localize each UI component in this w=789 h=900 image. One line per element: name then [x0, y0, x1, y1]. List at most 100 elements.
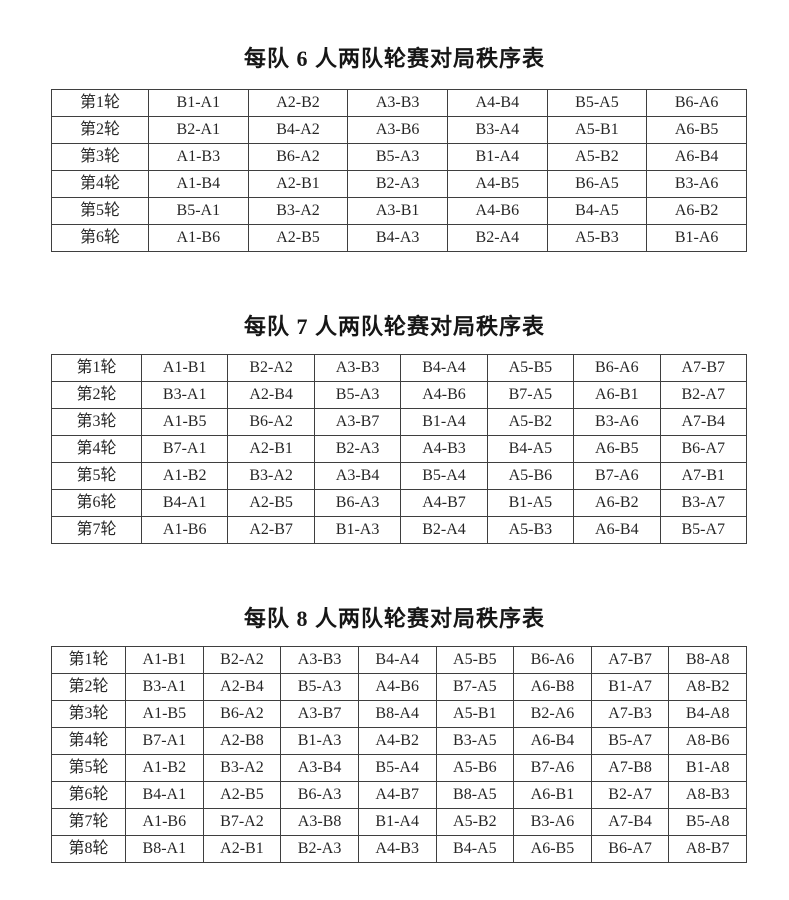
table-row: 第8轮 B8-A1 A2-B1 B2-A3 A4-B3 B4-A5 A6-B5 B6-A7 A8… — [51, 835, 747, 863]
pairing-cell: B1-A3 — [280, 727, 359, 755]
pairing-cell: B7-A1 — [125, 727, 204, 755]
table-row: 第6轮 B4-A1 A2-B5 B6-A3 A4-B7 B8-A5 A6-B1 B2-A7 A8… — [51, 781, 747, 809]
section-7-players: 每队 7 人两队轮赛对局秩序表 第1轮 A1-B1 B2-A2 A3-B3 B4-A4 A… — [0, 312, 789, 544]
round-label: 第8轮 — [51, 835, 126, 863]
table-row: 第3轮 A1-B3 B6-A2 B5-A3 B1-A4 A5-B2 A6-B4 — [51, 143, 747, 171]
pairing-cell: A7-B4 — [590, 808, 670, 836]
pairing-cell: A6-B2 — [646, 197, 747, 225]
pairing-cell: B3-A6 — [513, 808, 592, 836]
pairing-cell: B4-A1 — [140, 489, 229, 517]
round-label: 第4轮 — [51, 727, 126, 755]
pairing-cell: B7-A6 — [573, 462, 661, 490]
pairing-cell: A6-B5 — [573, 435, 661, 463]
round-label: 第3轮 — [51, 408, 142, 436]
pairing-cell: A2-B4 — [227, 381, 315, 409]
pairing-cell: A6-B5 — [646, 116, 747, 144]
pairing-cell: A6-B8 — [513, 673, 592, 701]
document-page: 每队 6 人两队轮赛对局秩序表 第1轮 B1-A1 A2-B2 A3-B3 A4-B4 B… — [0, 44, 789, 900]
pairing-cell: B1-A5 — [486, 489, 575, 517]
pairing-table-6-players: 第1轮 B1-A1 A2-B2 A3-B3 A4-B4 B5-A5 B6-A6 第2轮 B2-A… — [51, 89, 747, 252]
pairing-cell: A3-B7 — [313, 408, 402, 436]
pairing-cell: B4-A2 — [247, 116, 349, 144]
table-row: 第6轮 B4-A1 A2-B5 B6-A3 A4-B7 B1-A5 A6-B2 B3-A7 — [51, 489, 748, 517]
pairing-cell: A2-B1 — [247, 170, 349, 198]
pairing-cell: B2-A7 — [659, 381, 748, 409]
pairing-cell: A7-B4 — [659, 408, 748, 436]
pairing-cell: B5-A3 — [347, 143, 448, 171]
pairing-cell: B2-A3 — [280, 835, 359, 863]
pairing-cell: B3-A1 — [140, 381, 229, 409]
round-label: 第6轮 — [51, 489, 142, 517]
table-row: 第1轮 A1-B1 B2-A2 A3-B3 B4-A4 A5-B5 B6-A6 A7-B7 B8… — [51, 646, 747, 674]
pairing-cell: B6-A6 — [646, 89, 747, 117]
pairing-cell: B3-A2 — [202, 754, 282, 782]
round-label: 第4轮 — [51, 435, 142, 463]
pairing-cell: A6-B1 — [513, 781, 592, 809]
pairing-cell: B6-A6 — [513, 646, 592, 674]
pairing-cell: A4-B5 — [446, 170, 548, 198]
pairing-cell: B4-A4 — [400, 354, 488, 382]
pairing-cell: B3-A6 — [646, 170, 747, 198]
pairing-cell: B1-A7 — [590, 673, 670, 701]
pairing-cell: A1-B2 — [140, 462, 229, 490]
table-row: 第2轮 B2-A1 B4-A2 A3-B6 B3-A4 A5-B1 A6-B5 — [51, 116, 747, 144]
table-row: 第7轮 A1-B6 A2-B7 B1-A3 B2-A4 A5-B3 A6-B4 B5-A7 — [51, 516, 748, 544]
pairing-cell: B5-A5 — [546, 89, 648, 117]
pairing-cell: A5-B2 — [486, 408, 575, 436]
round-label: 第5轮 — [51, 462, 142, 490]
pairing-cell: A1-B6 — [125, 808, 204, 836]
pairing-cell: A1-B3 — [148, 143, 249, 171]
table-title-7-players: 每队 7 人两队轮赛对局秩序表 — [243, 314, 545, 339]
pairing-cell: A4-B7 — [357, 781, 437, 809]
pairing-cell: B6-A3 — [280, 781, 359, 809]
pairing-cell: B8-A4 — [357, 700, 437, 728]
pairing-cell: B2-A4 — [400, 516, 488, 544]
pairing-cell: B1-A3 — [313, 516, 402, 544]
pairing-cell: B6-A5 — [546, 170, 648, 198]
round-label: 第6轮 — [51, 781, 126, 809]
pairing-cell: B5-A8 — [668, 808, 747, 836]
pairing-cell: A5-B5 — [486, 354, 575, 382]
pairing-cell: A4-B6 — [446, 197, 548, 225]
table-row: 第1轮 B1-A1 A2-B2 A3-B3 A4-B4 B5-A5 B6-A6 — [51, 89, 747, 117]
pairing-cell: A6-B1 — [573, 381, 661, 409]
pairing-cell: B7-A5 — [435, 673, 515, 701]
pairing-cell: B2-A4 — [446, 224, 548, 252]
pairing-cell: B3-A2 — [227, 462, 315, 490]
table-row: 第3轮 A1-B5 B6-A2 A3-B7 B1-A4 A5-B2 B3-A6 A7-B4 — [51, 408, 748, 436]
pairing-cell: A4-B2 — [357, 727, 437, 755]
pairing-cell: A2-B5 — [227, 489, 315, 517]
round-label: 第5轮 — [51, 197, 149, 225]
pairing-cell: A5-B1 — [546, 116, 648, 144]
pairing-cell: B4-A5 — [435, 835, 515, 863]
pairing-cell: A3-B6 — [347, 116, 448, 144]
pairing-cell: A3-B3 — [313, 354, 402, 382]
pairing-cell: A2-B7 — [227, 516, 315, 544]
pairing-cell: B3-A2 — [247, 197, 349, 225]
pairing-cell: B5-A1 — [148, 197, 249, 225]
pairing-cell: B3-A5 — [435, 727, 515, 755]
table-row: 第1轮 A1-B1 B2-A2 A3-B3 B4-A4 A5-B5 B6-A6 A7-B7 — [51, 354, 748, 382]
round-label: 第3轮 — [51, 143, 149, 171]
pairing-cell: A8-B6 — [668, 727, 747, 755]
pairing-cell: A6-B4 — [646, 143, 747, 171]
pairing-cell: B6-A2 — [202, 700, 282, 728]
pairing-cell: B5-A7 — [590, 727, 670, 755]
pairing-cell: B6-A2 — [227, 408, 315, 436]
pairing-cell: A5-B1 — [435, 700, 515, 728]
pairing-cell: A1-B2 — [125, 754, 204, 782]
pairing-cell: B8-A8 — [668, 646, 747, 674]
round-label: 第1轮 — [51, 89, 149, 117]
pairing-cell: A3-B7 — [280, 700, 359, 728]
pairing-cell: B4-A1 — [125, 781, 204, 809]
pairing-cell: B5-A3 — [280, 673, 359, 701]
table-title-8-players: 每队 8 人两队轮赛对局秩序表 — [243, 606, 545, 631]
pairing-table-8-players: 第1轮 A1-B1 B2-A2 A3-B3 B4-A4 A5-B5 B6-A6 A7-B7 B8… — [51, 646, 747, 863]
pairing-cell: A3-B4 — [313, 462, 402, 490]
pairing-cell: A6-B2 — [573, 489, 661, 517]
pairing-cell: A1-B6 — [140, 516, 229, 544]
pairing-cell: B8-A1 — [125, 835, 204, 863]
round-label: 第2轮 — [51, 673, 126, 701]
pairing-cell: B1-A6 — [646, 224, 747, 252]
pairing-cell: A2-B2 — [247, 89, 349, 117]
